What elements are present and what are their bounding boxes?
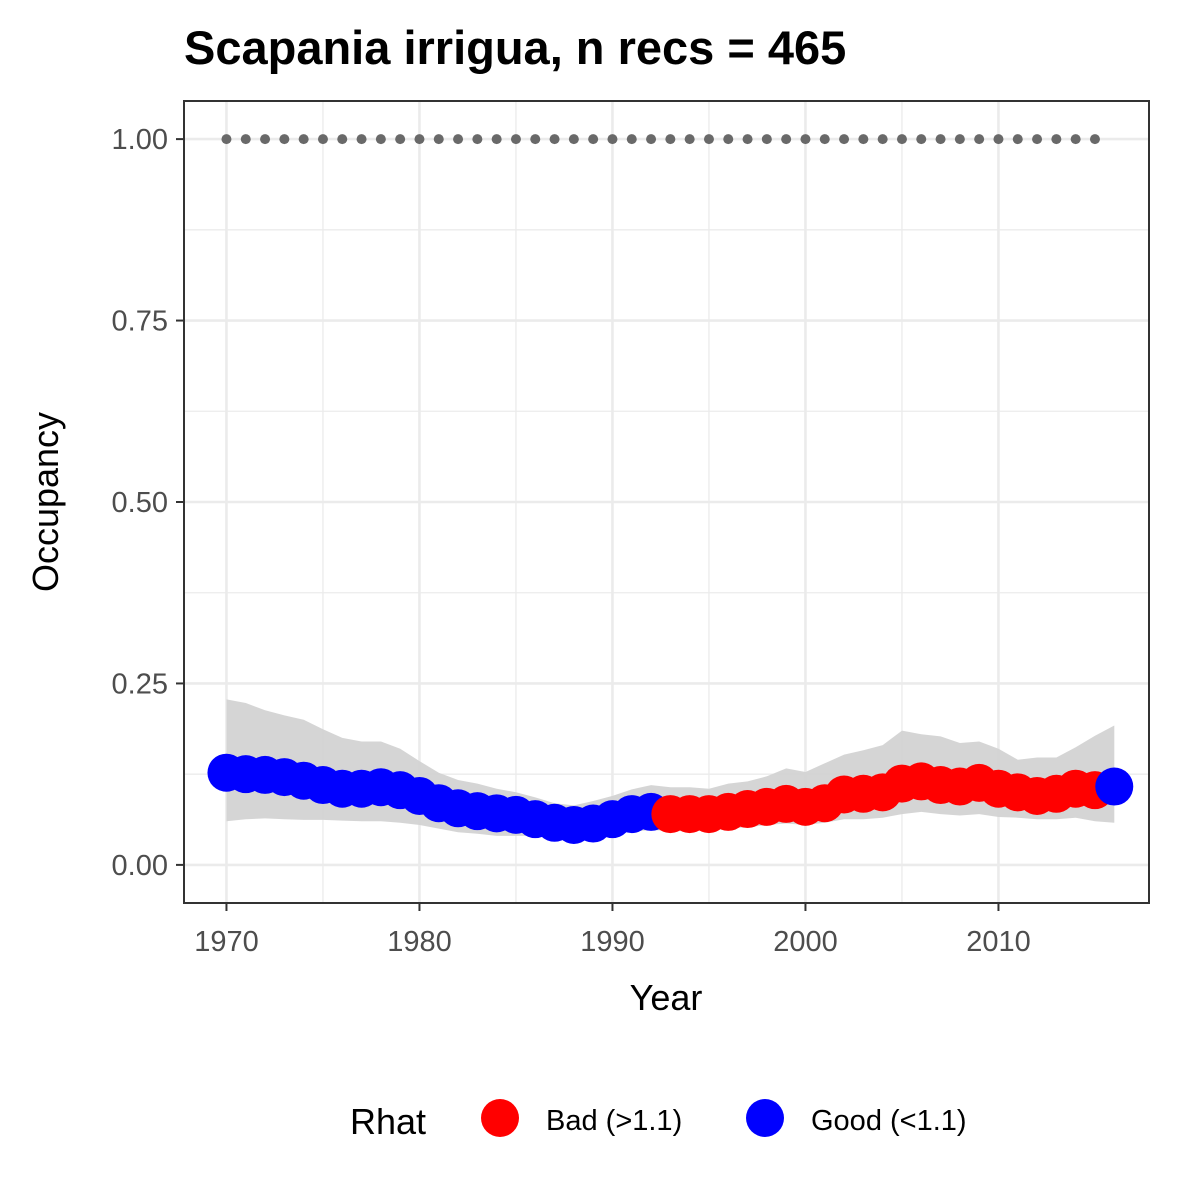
reference-point (626, 134, 637, 145)
legend-label-bad: Bad (>1.1) (546, 1105, 682, 1137)
y-tick-label: 0.00 (112, 850, 168, 882)
reference-point (839, 134, 850, 145)
grid-lines (184, 101, 1149, 903)
x-tick-label: 2000 (773, 926, 838, 958)
y-tick-label: 0.25 (112, 668, 168, 700)
reference-point (221, 134, 232, 145)
reference-point (433, 134, 444, 145)
reference-point (916, 134, 927, 145)
occupancy-points (207, 753, 1134, 844)
legend-key-bad (481, 1099, 519, 1137)
reference-point (800, 134, 811, 145)
reference-point (819, 134, 830, 145)
reference-point (1012, 134, 1023, 145)
y-tick-label: 0.75 (112, 306, 168, 338)
reference-point (703, 134, 714, 145)
reference-point (549, 134, 560, 145)
reference-point (607, 134, 618, 145)
reference-point (781, 134, 792, 145)
reference-point (993, 134, 1004, 145)
y-axis-title: Occupancy (25, 412, 66, 592)
x-tick-label: 1980 (387, 926, 452, 958)
reference-point (510, 134, 521, 145)
y-tick-label: 0.50 (112, 487, 168, 519)
reference-point (1070, 134, 1081, 145)
reference-point (317, 134, 328, 145)
reference-point (491, 134, 502, 145)
reference-point (954, 134, 965, 145)
reference-point (472, 134, 483, 145)
chart-title: Scapania irrigua, n recs = 465 (184, 21, 846, 74)
reference-point (1032, 134, 1043, 145)
occupancy-point (1095, 767, 1134, 806)
reference-point (858, 134, 869, 145)
reference-point (588, 134, 599, 145)
axes: 0.00 0.25 0.50 0.75 1.00 1970 1980 1990 2000 2010 (112, 124, 1031, 958)
legend-key-good (746, 1099, 784, 1137)
reference-point (935, 134, 946, 145)
reference-point (877, 134, 888, 145)
reference-point (1089, 134, 1100, 145)
reference-point (896, 134, 907, 145)
reference-point (742, 134, 753, 145)
x-tick-label: 1970 (194, 926, 259, 958)
legend: Rhat Bad (>1.1) Good (<1.1) (350, 1099, 967, 1142)
reference-point (665, 134, 676, 145)
x-tick-label: 1990 (580, 926, 645, 958)
reference-point (356, 134, 367, 145)
reference-point (414, 134, 425, 145)
reference-point (279, 134, 290, 145)
reference-point (646, 134, 657, 145)
reference-point (240, 134, 251, 145)
x-tick-label: 2010 (966, 926, 1031, 958)
reference-point (1051, 134, 1062, 145)
reference-point (568, 134, 579, 145)
legend-label-good: Good (<1.1) (811, 1105, 967, 1137)
reference-point (337, 134, 348, 145)
reference-point (298, 134, 309, 145)
reference-points (221, 134, 1100, 145)
reference-point (260, 134, 271, 145)
reference-point (530, 134, 541, 145)
legend-title: Rhat (350, 1101, 426, 1142)
x-axis-title: Year (630, 977, 703, 1018)
y-tick-label: 1.00 (112, 124, 168, 156)
reference-point (974, 134, 985, 145)
reference-point (761, 134, 772, 145)
reference-point (395, 134, 406, 145)
reference-point (684, 134, 695, 145)
reference-point (375, 134, 386, 145)
reference-point (453, 134, 464, 145)
reference-point (723, 134, 734, 145)
